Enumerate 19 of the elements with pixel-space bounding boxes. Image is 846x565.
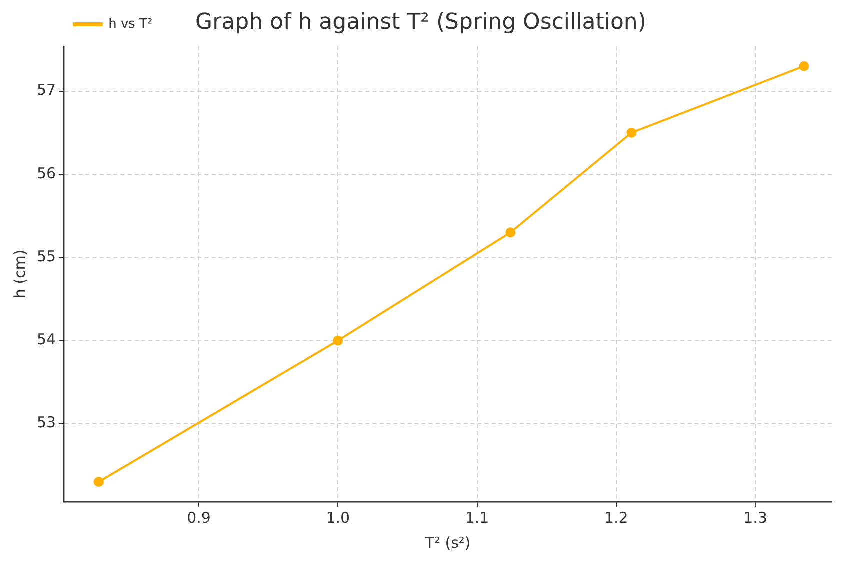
y-tick-label: 54 (36, 330, 56, 349)
y-tick-label: 57 (36, 81, 56, 100)
legend-label: h vs T² (108, 16, 153, 32)
y-tick-label: 55 (36, 247, 56, 266)
y-tick-label: 53 (36, 414, 56, 432)
x-tick-label: 1.0 (326, 508, 350, 527)
point (799, 61, 810, 72)
point (506, 228, 516, 238)
y-tick-label: 56 (36, 164, 56, 182)
x-axis-title: T² (s²) (424, 534, 471, 552)
point (333, 336, 344, 346)
x-tick-label: 1.1 (465, 508, 490, 527)
chart-title: Graph of h against T² (Spring Oscillation) (196, 10, 646, 35)
point (626, 128, 637, 138)
x-tick-label: 1.3 (744, 508, 768, 527)
y-axis-title: h (cm) (10, 250, 29, 299)
x-tick-label: 1.2 (604, 508, 628, 527)
x-tick-label: 0.9 (187, 508, 211, 527)
point (94, 477, 104, 488)
